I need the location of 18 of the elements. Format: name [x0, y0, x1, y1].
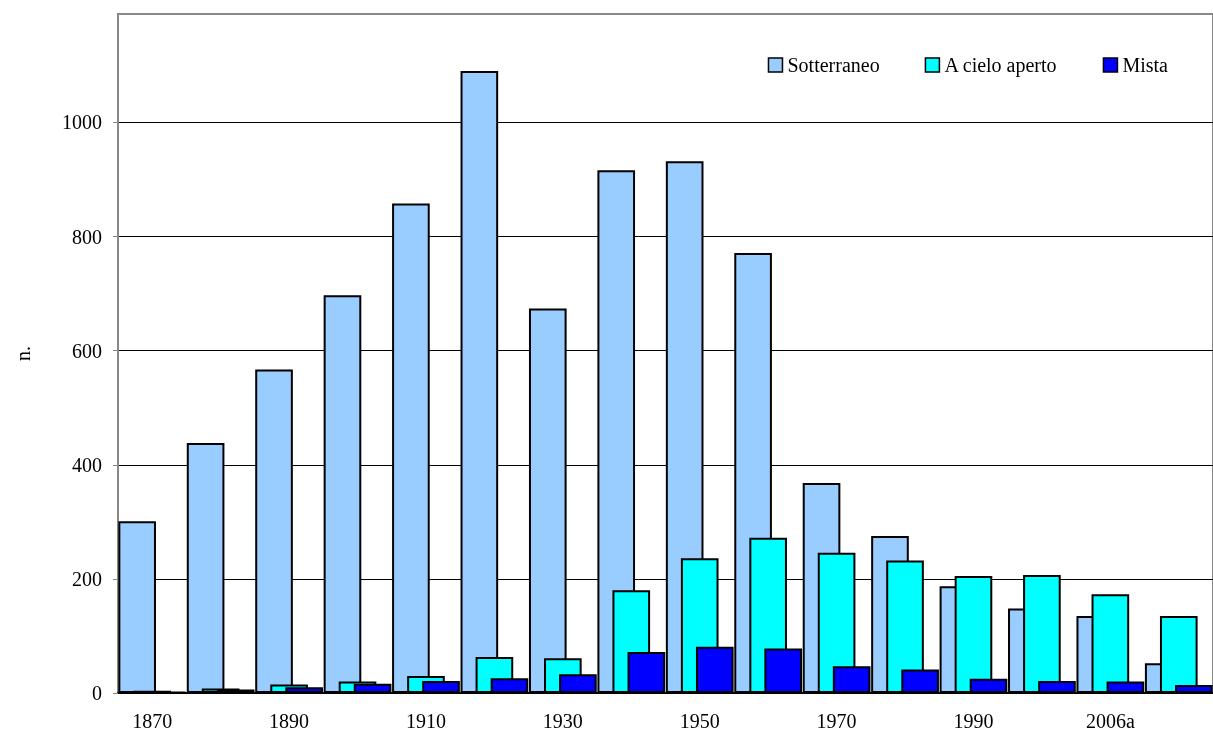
- legend-label: A cielo aperto: [944, 54, 1057, 77]
- y-tick-label: 200: [72, 567, 102, 590]
- legend-label: Sotterraneo: [787, 54, 880, 76]
- x-tick-label: 1970: [816, 710, 857, 732]
- legend-label: Mista: [1122, 54, 1169, 76]
- x-tick-label: 1910: [405, 710, 446, 732]
- x-tick-label: 1930: [542, 710, 583, 732]
- y-tick-label: 0: [92, 682, 102, 704]
- x-tick-label: 1870: [132, 710, 173, 732]
- y-tick-label: 800: [72, 225, 102, 248]
- y-tick-label: 1000: [62, 111, 102, 134]
- x-tick-label: 1950: [679, 710, 720, 732]
- x-tick-label: 1990: [953, 710, 994, 732]
- y-tick-label: 600: [72, 339, 102, 362]
- x-tick-label: 1890: [269, 710, 310, 732]
- y-tick-label: 400: [72, 453, 102, 476]
- y-axis-title: n.: [12, 346, 34, 361]
- x-tick-label: 2006a: [1085, 710, 1135, 732]
